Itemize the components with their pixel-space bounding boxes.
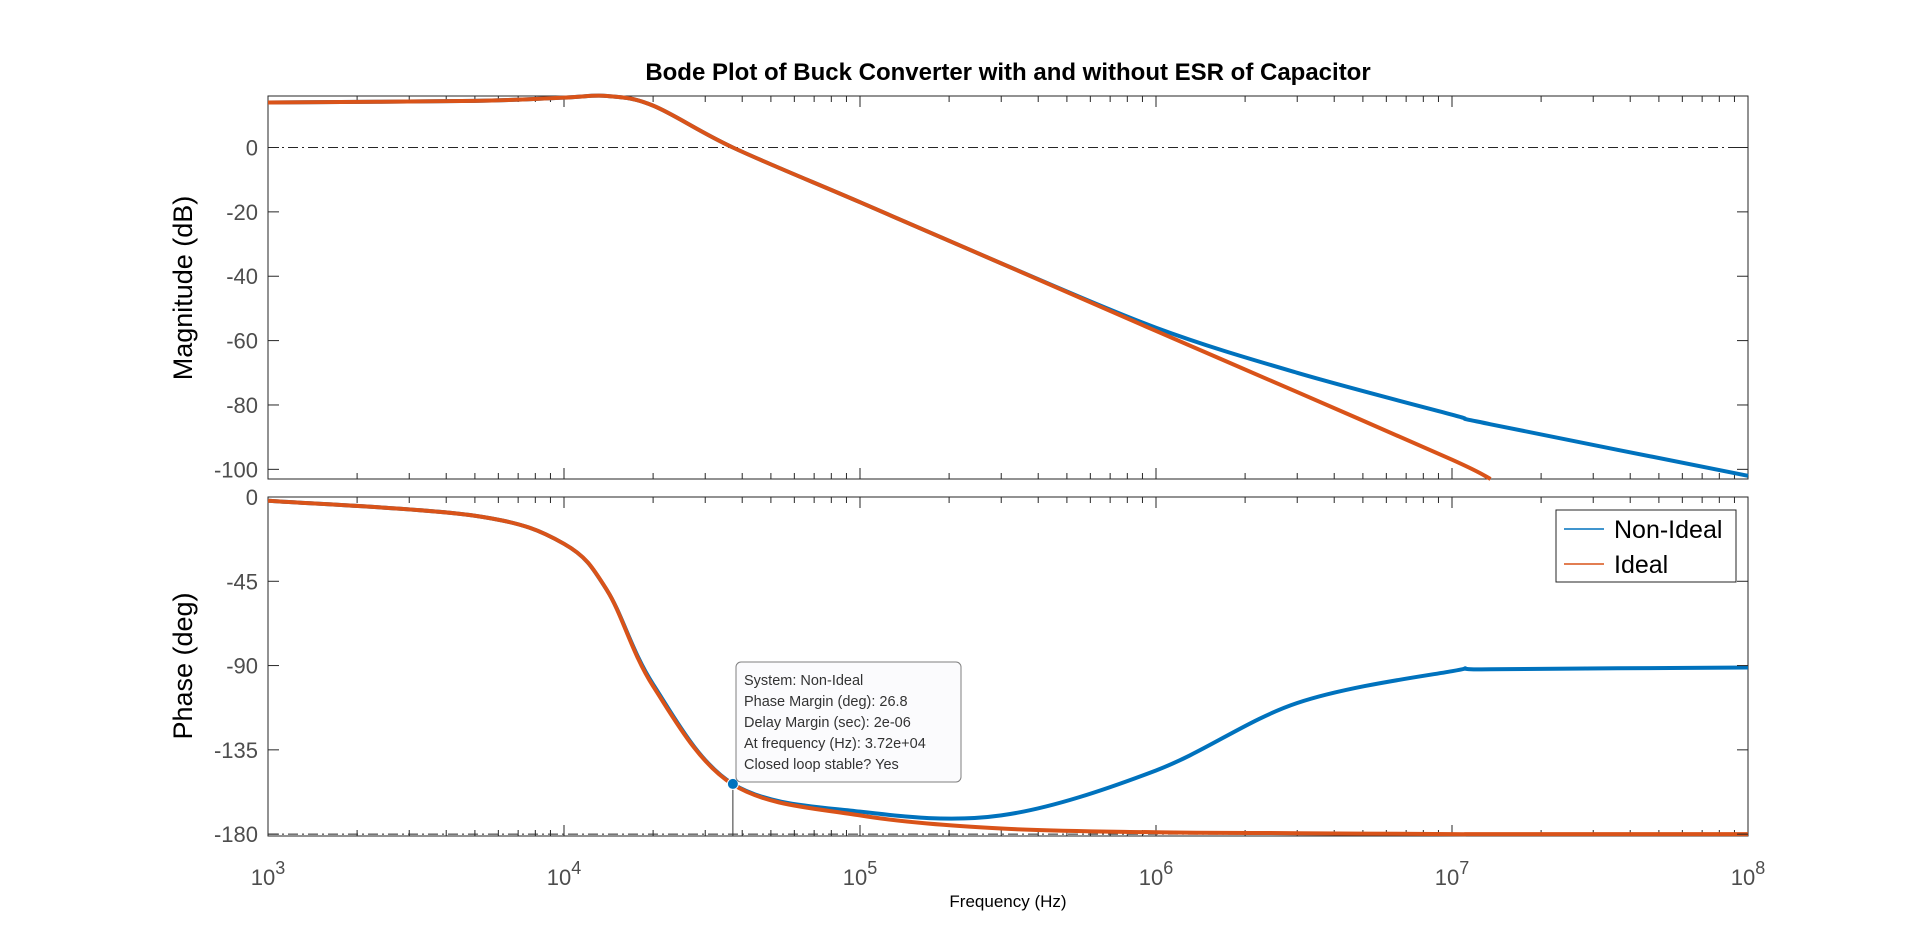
datatip-system: System: Non-Ideal — [744, 673, 863, 689]
magnitude-y-ticks: 0 -20 -40 -60 -80 -100 — [214, 135, 1748, 482]
x-tick-label: 104 — [547, 858, 582, 890]
phase-line-ideal[interactable] — [267, 498, 1748, 837]
legend-label-non-ideal: Non-Ideal — [1614, 516, 1722, 544]
magnitude-axes — [267, 95, 1749, 480]
phase-ytick-label: -45 — [226, 569, 258, 594]
magnitude-ytick-label: -60 — [226, 329, 258, 354]
magnitude-series — [267, 93, 1749, 481]
datatip-stability: Closed loop stable? Yes — [744, 757, 899, 773]
phase-ytick-label: 0 — [246, 485, 258, 510]
plot-title: Bode Plot of Buck Converter with and wit… — [645, 59, 1370, 86]
magnitude-ytick-label: 0 — [246, 135, 258, 160]
x-tick-label: 106 — [1139, 858, 1174, 890]
datatip-delay-margin: Delay Margin (sec): 2e-06 — [744, 715, 911, 731]
magnitude-ytick-label: -40 — [226, 264, 258, 289]
phase-ytick-label: -135 — [214, 738, 258, 763]
phase-margin-datatip[interactable]: System: Non-Ideal Phase Margin (deg): 26… — [726, 661, 962, 836]
phase-ytick-label: -180 — [214, 822, 258, 847]
datatip-phase-margin: Phase Margin (deg): 26.8 — [744, 694, 908, 710]
legend-box — [1555, 509, 1737, 583]
x-tick-label: 105 — [843, 858, 878, 890]
phase-ytick-label: -90 — [226, 654, 258, 679]
datatip-box — [735, 661, 962, 783]
phase-panel: 0 -45 -90 -135 -180 Phase (deg) Non-Ideal Id… — [168, 485, 1749, 847]
datatip-frequency: At frequency (Hz): 3.72e+04 — [744, 736, 926, 752]
x-tick-label: 103 — [251, 858, 286, 890]
magnitude-ylabel: Magnitude (dB) — [168, 196, 198, 381]
magnitude-ytick-label: -80 — [226, 393, 258, 418]
magnitude-ytick-label: -20 — [226, 200, 258, 225]
phase-series — [267, 498, 1749, 837]
x-axis-label: Frequency (Hz) — [949, 892, 1066, 911]
legend[interactable]: Non-Ideal Ideal — [1555, 509, 1737, 583]
x-tick-label: 107 — [1435, 858, 1470, 890]
legend-label-ideal: Ideal — [1614, 551, 1668, 579]
x-axis-ticks: 103 104 105 106 107 108 — [251, 858, 1766, 890]
phase-ylabel: Phase (deg) — [168, 592, 198, 739]
magnitude-ytick-label: -100 — [214, 457, 258, 482]
datatip-marker[interactable] — [726, 777, 739, 790]
phase-y-ticks: 0 -45 -90 -135 -180 — [214, 485, 1748, 847]
magnitude-line-ideal[interactable] — [267, 93, 1492, 481]
phase-axes — [267, 496, 1749, 837]
magnitude-panel: 0 -20 -40 -60 -80 -100 Magnitude (dB) — [168, 93, 1749, 482]
x-tick-label: 108 — [1731, 858, 1766, 890]
